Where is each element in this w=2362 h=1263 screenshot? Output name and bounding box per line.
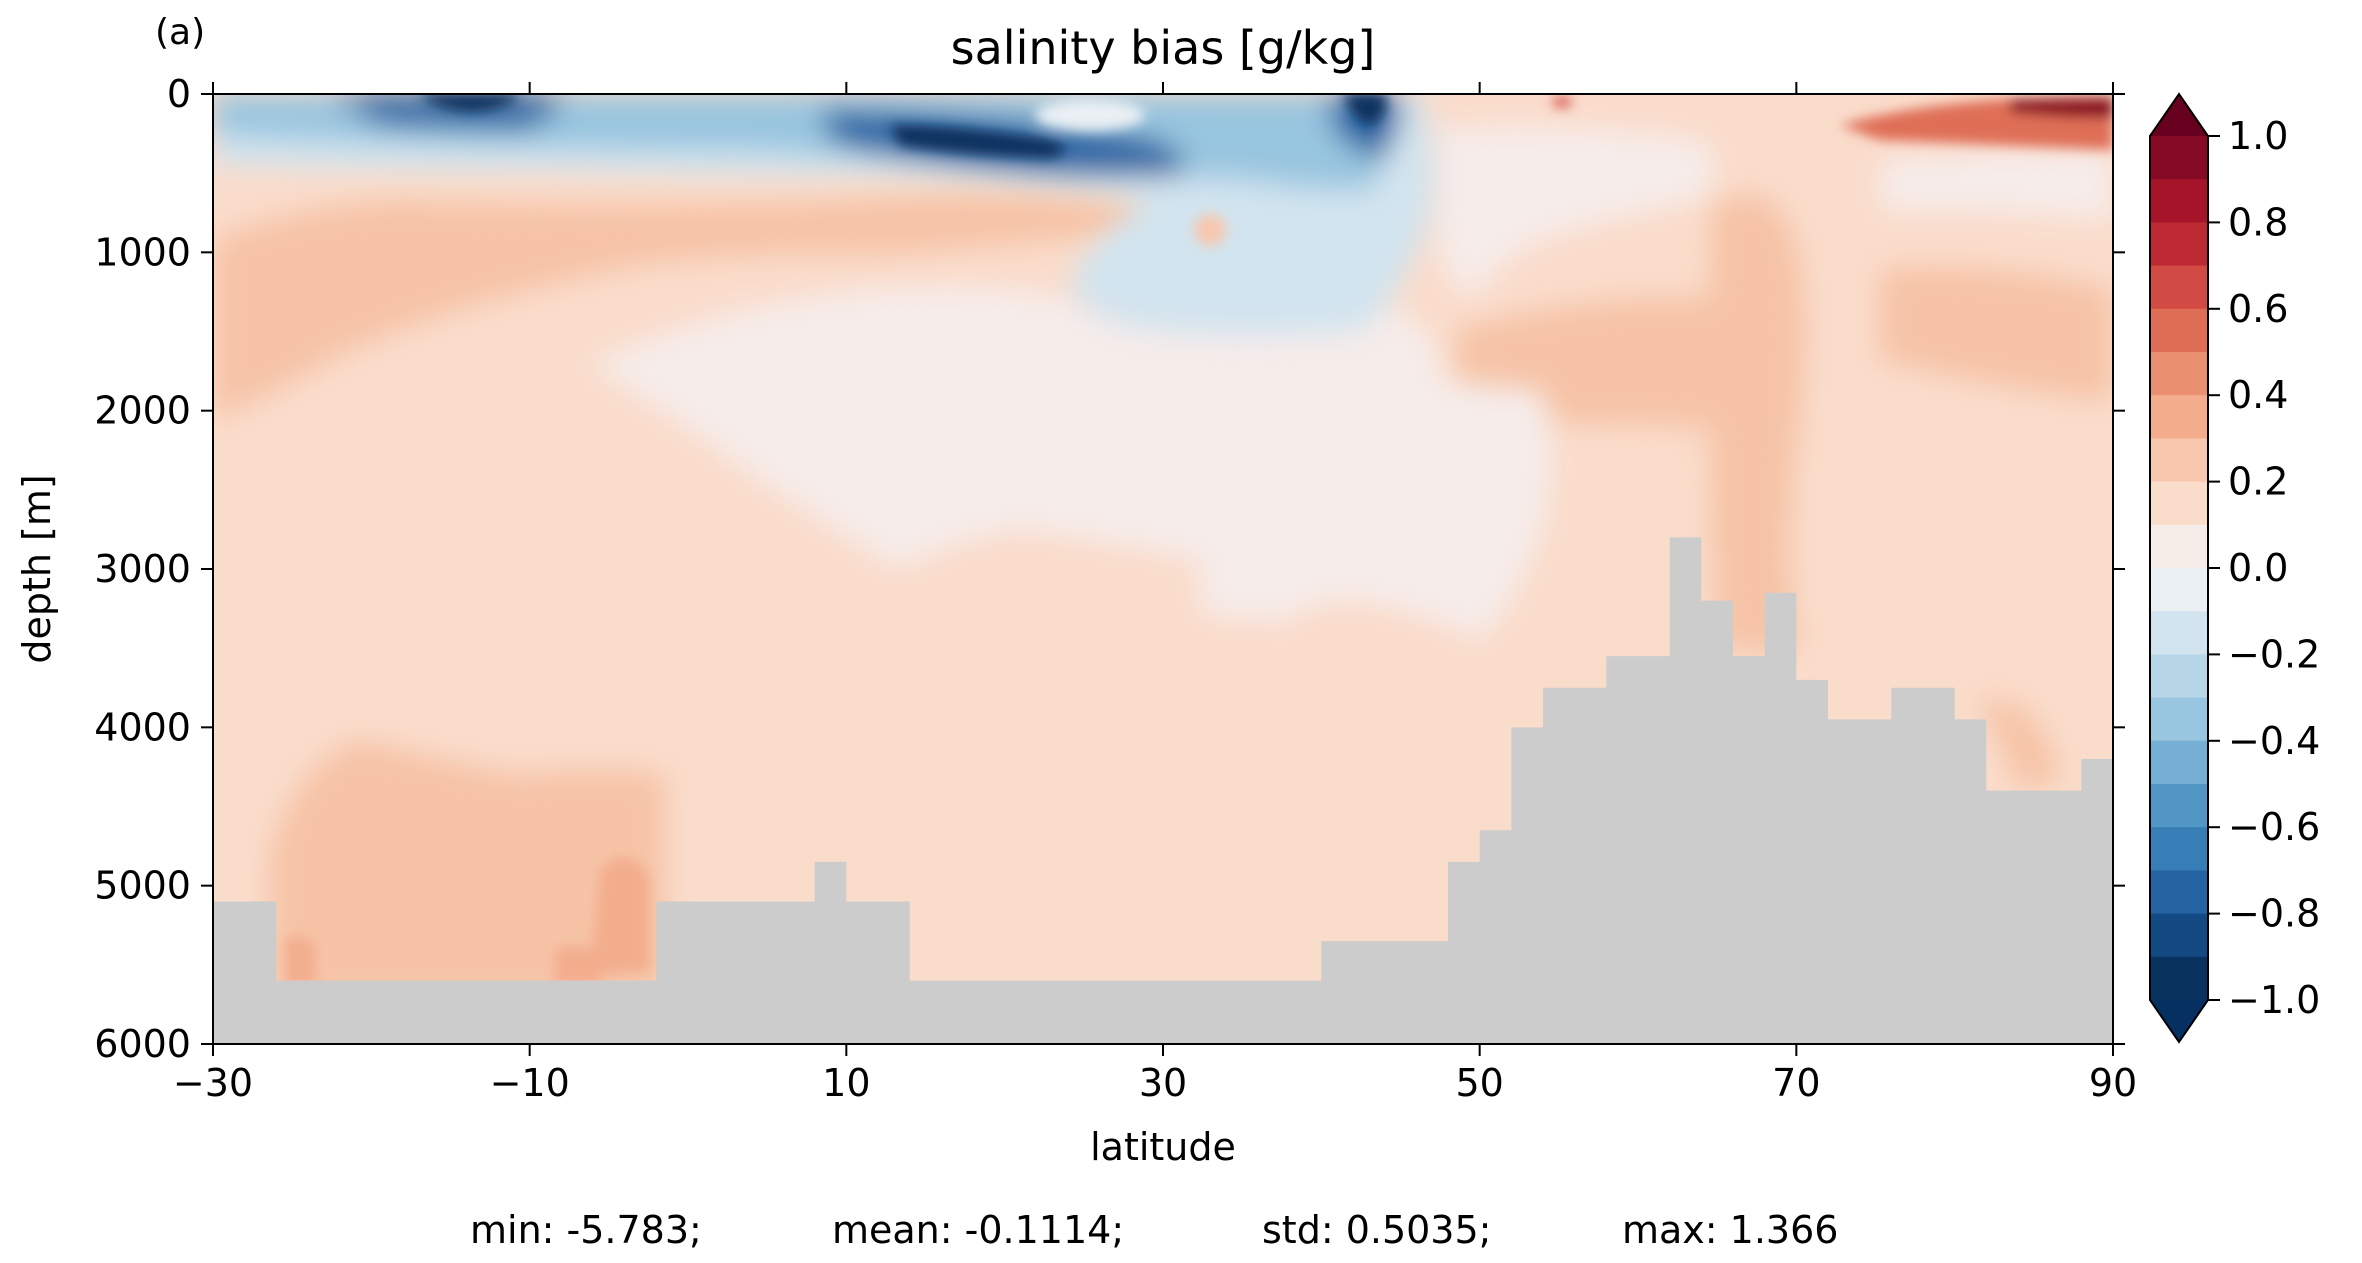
x-axis-label: latitude	[1090, 1125, 1236, 1169]
bias-patch-surface-positive	[1552, 97, 1572, 107]
colorbar-tick-label: 1.0	[2228, 114, 2288, 158]
colorbar-segment	[2150, 913, 2208, 958]
colorbar-segment	[2150, 481, 2208, 526]
y-tick-label: 4000	[94, 705, 191, 749]
bias-patch-min	[420, 94, 520, 112]
bias-patch-near-zero	[1430, 126, 1715, 301]
stat-max: max: 1.366	[1622, 1208, 1838, 1252]
colorbar-segment	[2150, 438, 2208, 483]
x-tick-label: 30	[1139, 1061, 1187, 1105]
plot-area: −30 −10 10 30 50 70 90 0 1000 2000 3000 4000 5000 60…	[94, 72, 2137, 1105]
colorbar-segment	[2150, 222, 2208, 267]
colorbar-segment	[2150, 136, 2208, 180]
bias-patch-min	[1345, 94, 1386, 125]
stat-min: min: -5.783;	[470, 1208, 702, 1252]
bias-patch-near-zero	[1200, 360, 1274, 620]
colorbar-segment	[2150, 568, 2208, 612]
bias-patch-positive	[270, 740, 665, 1000]
colorbar-tick-label: 0.4	[2228, 373, 2288, 417]
y-tick-label: 6000	[94, 1022, 191, 1066]
colorbar-segment	[2150, 265, 2208, 310]
colorbar-tick-label: −0.4	[2228, 719, 2320, 763]
bias-patch-light-cell	[1035, 99, 1145, 131]
colorbar-segment	[2150, 740, 2208, 785]
colorbar-tick-label: −0.2	[2228, 632, 2320, 676]
y-axis: 0 1000 2000 3000 4000 5000 6000	[94, 72, 2125, 1066]
colorbar-segment	[2150, 956, 2208, 1001]
colorbar-segment	[2150, 179, 2208, 223]
bias-patch-arctic-max	[2010, 98, 2113, 118]
colorbar: 1.0 0.8 0.6 0.4 0.2 0.0 −0.2 −0.4 −0.6 −0.8 −1.0	[2149, 92, 2320, 1044]
colorbar-segment	[2150, 870, 2208, 915]
bias-patch-light-cell	[1194, 214, 1226, 246]
colorbar-segment	[2150, 784, 2208, 828]
bias-patch-positive	[1709, 195, 1805, 650]
bias-patch-near-zero	[1880, 150, 2113, 220]
y-tick-label: 1000	[94, 230, 191, 274]
y-axis-label: depth [m]	[15, 474, 59, 663]
x-axis: −30 −10 10 30 50 70 90	[173, 82, 2137, 1105]
x-tick-label: 70	[1772, 1061, 1820, 1105]
x-tick-label: 50	[1455, 1061, 1503, 1105]
colorbar-segment	[2150, 697, 2208, 742]
bias-patch-positive	[213, 193, 1160, 420]
colorbar-extend-min	[2150, 1000, 2208, 1042]
stat-std: std: 0.5035;	[1262, 1208, 1491, 1252]
bias-patch-strong-positive	[285, 936, 315, 985]
bathymetry-land-mask	[213, 537, 2113, 1044]
x-tick-label: −10	[490, 1061, 570, 1105]
colorbar-tick-label: −0.8	[2228, 892, 2320, 936]
colorbar-tick-label: 0.8	[2228, 200, 2288, 244]
x-tick-label: 10	[822, 1061, 870, 1105]
colorbar-segment	[2150, 524, 2208, 569]
y-tick-label: 2000	[94, 389, 191, 433]
y-tick-label: 5000	[94, 864, 191, 908]
colorbar-tick-label: −1.0	[2228, 978, 2320, 1022]
colorbar-tick-label: −0.6	[2228, 805, 2320, 849]
stat-mean: mean: -0.1114;	[832, 1208, 1124, 1252]
x-tick-label: −30	[173, 1061, 253, 1105]
colorbar-segment	[2150, 611, 2208, 655]
colorbar-segment	[2150, 308, 2208, 353]
chart-title: salinity bias [g/kg]	[951, 21, 1376, 75]
bias-patch-positive	[1980, 699, 2060, 790]
colorbar-segment	[2150, 827, 2208, 871]
bias-patch-min	[890, 125, 1065, 158]
y-tick-label: 0	[167, 72, 191, 116]
salinity-bias-field	[213, 94, 2113, 1044]
colorbar-extend-max	[2150, 94, 2208, 136]
bias-patch-strong-positive	[590, 857, 650, 975]
colorbar-segment	[2150, 654, 2208, 699]
colorbar-segment	[2150, 352, 2208, 396]
colorbar-tick-label: 0.0	[2228, 546, 2288, 590]
colorbar-segment	[2150, 395, 2208, 439]
y-tick-label: 3000	[94, 547, 191, 591]
panel-label: (a)	[155, 12, 205, 53]
colorbar-tick-label: 0.6	[2228, 287, 2288, 331]
x-tick-label: 90	[2089, 1061, 2137, 1105]
bias-patch-near-zero	[590, 286, 1552, 640]
colorbar-tick-label: 0.2	[2228, 460, 2288, 504]
bias-patch-strong-positive	[555, 946, 600, 985]
bias-patch-positive	[1880, 267, 2113, 400]
